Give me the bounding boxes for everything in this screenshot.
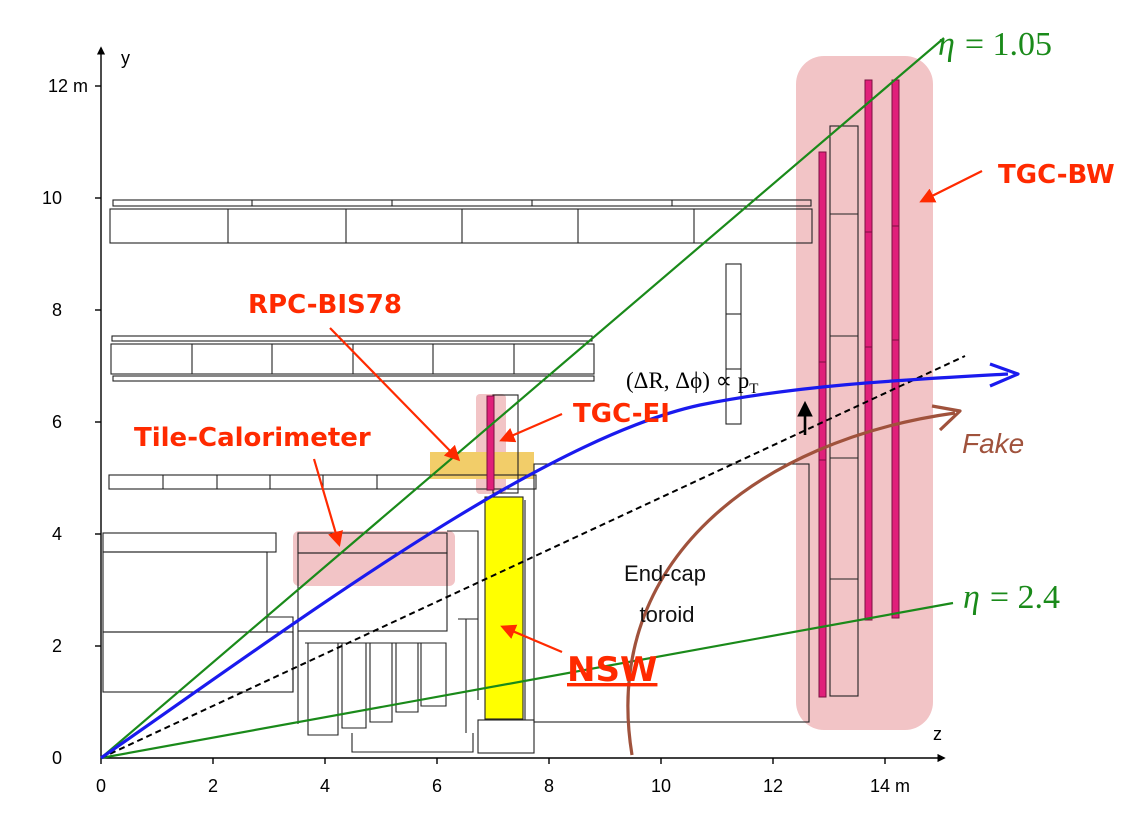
- fake-track-arrowhead: [931, 404, 962, 432]
- delta-formula-label: (ΔR, Δϕ) ∝ pT: [626, 368, 758, 397]
- tgc-ei-chamber: [486, 395, 495, 491]
- tgc-bw-chamber-3-bot: [891, 339, 900, 619]
- rpc-bis78-label: RPC-BIS78: [248, 290, 402, 320]
- tgc-bw-chamber-3-mid: [891, 225, 900, 341]
- nsw-arrow: [500, 624, 563, 654]
- tgc-ei-arrow: [499, 412, 563, 443]
- x-tick-label: 0: [96, 776, 106, 796]
- tile-calorimeter-arrow: [312, 458, 343, 547]
- endcap-chambers-outlines: [725, 125, 859, 697]
- x-tick-label: 2: [208, 776, 218, 796]
- eta-2.4-line: [100, 601, 954, 760]
- tgc-bw-chamber-1-mid: [818, 361, 827, 461]
- nsw-label: NSW: [567, 650, 657, 690]
- tgc-bw-chamber-3-top: [891, 79, 900, 227]
- fake-label: Fake: [962, 428, 1024, 459]
- y-tick-label: 12 m: [48, 76, 88, 96]
- tgc-bw-arrow: [919, 170, 983, 203]
- x-axis-label: z: [933, 724, 942, 744]
- y-axis-label: y: [121, 48, 130, 68]
- eta-2.4-label: η = 2.4: [963, 579, 1060, 616]
- y-tick-label: 8: [52, 300, 62, 320]
- tgc-bw-chamber-1-bot: [818, 459, 827, 698]
- axes: [95, 46, 946, 764]
- tgc-bw-chamber-2-mid: [864, 231, 873, 348]
- y-tick-label: 10: [42, 188, 62, 208]
- tgc-ei-label: TGC-EI: [573, 399, 670, 429]
- straight-reference-track: [100, 355, 966, 759]
- x-tick-label: 4: [320, 776, 330, 796]
- barrel-chambers-outer: [109, 199, 813, 244]
- tile-calorimeter-label: Tile-Calorimeter: [134, 423, 371, 453]
- x-tick-label: 10: [651, 776, 671, 796]
- y-tick-label: 4: [52, 524, 62, 544]
- endcap-toroid-label-line2: toroid: [639, 602, 694, 627]
- tgc-bw-chamber-1-top: [818, 151, 827, 363]
- x-tick-label: 12: [763, 776, 783, 796]
- tile-calorimeter-highlight: [293, 531, 455, 586]
- tgc-bw-chamber-2-bot: [864, 346, 873, 621]
- tgc-chambers: [486, 79, 900, 698]
- y-tick-label: 6: [52, 412, 62, 432]
- x-tick-labels: 0 2 4 6 8 10 12 14 m: [96, 776, 910, 796]
- x-tick-label: 6: [432, 776, 442, 796]
- y-tick-label: 0: [52, 748, 62, 768]
- x-tick-label: 8: [544, 776, 554, 796]
- calorimeter-outlines: [102, 530, 535, 754]
- y-tick-labels: 0 2 4 6 8 10 12 m: [42, 76, 88, 768]
- barrel-chambers-middle: [110, 335, 595, 382]
- eta-1.05-line: [100, 37, 945, 759]
- fake-track: [626, 411, 956, 756]
- rpc-bis78-arrow: [329, 327, 461, 462]
- eta-1.05-label: η = 1.05: [938, 26, 1052, 63]
- x-tick-label: 14 m: [870, 776, 910, 796]
- y-tick-label: 2: [52, 636, 62, 656]
- tgc-bw-label: TGC-BW: [998, 160, 1115, 190]
- muon-track: [100, 372, 1009, 760]
- label-arrows: [312, 170, 983, 654]
- endcap-toroid-label-line1: End-cap: [624, 561, 706, 586]
- muon-track-arrowhead: [989, 362, 1020, 388]
